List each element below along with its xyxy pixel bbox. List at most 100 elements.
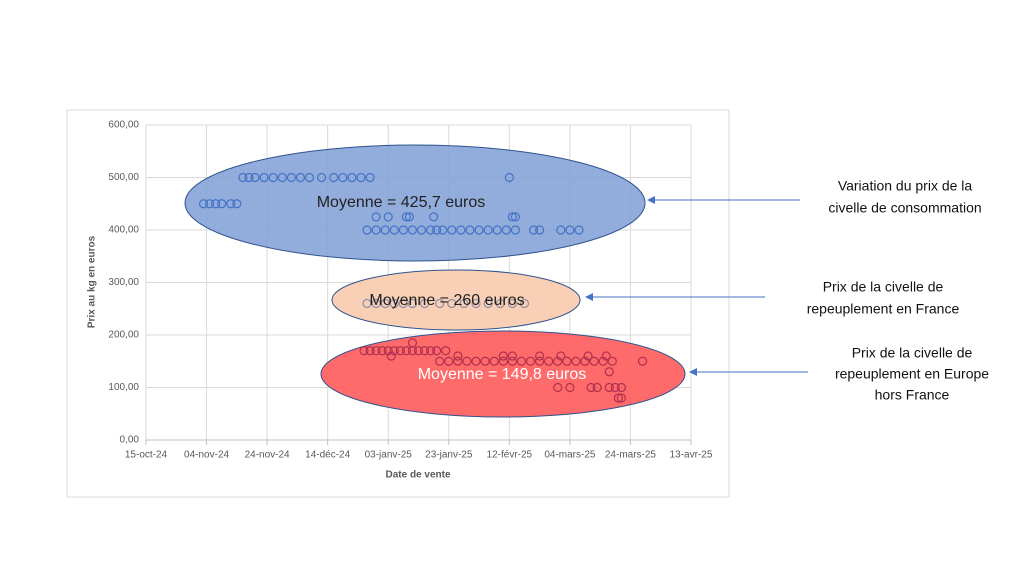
point xyxy=(471,356,481,366)
group-ellipse xyxy=(331,269,581,331)
point xyxy=(286,172,296,183)
point xyxy=(204,199,215,209)
point xyxy=(401,346,411,356)
point xyxy=(438,225,448,235)
y-tick-label: 500,00 xyxy=(108,172,139,183)
point xyxy=(268,172,278,183)
point xyxy=(510,212,520,222)
point xyxy=(426,225,436,235)
x-axis-title: Date de vente xyxy=(385,470,450,481)
point xyxy=(329,172,339,183)
point xyxy=(389,346,399,356)
point xyxy=(507,351,517,361)
point xyxy=(553,382,563,393)
point xyxy=(371,225,381,235)
point xyxy=(601,351,611,361)
point xyxy=(435,356,445,366)
point xyxy=(277,172,287,183)
point xyxy=(586,382,596,393)
point xyxy=(383,346,393,356)
x-tick-label: 23-janv-25 xyxy=(425,450,473,461)
point xyxy=(459,298,469,309)
y-tick-label: 400,00 xyxy=(108,225,139,236)
point xyxy=(507,212,517,222)
point xyxy=(498,351,508,361)
point xyxy=(574,225,584,235)
point xyxy=(462,356,472,366)
point xyxy=(359,346,369,356)
point xyxy=(426,346,436,356)
point xyxy=(383,212,393,222)
point xyxy=(507,298,517,309)
point xyxy=(501,225,511,235)
point xyxy=(238,172,248,183)
point xyxy=(217,199,227,209)
point xyxy=(362,298,372,309)
y-tick-label: 100,00 xyxy=(108,382,139,393)
point xyxy=(510,225,520,235)
point xyxy=(377,346,387,356)
side-note: Variation du prix de la xyxy=(838,178,973,194)
point xyxy=(419,346,430,356)
point xyxy=(356,172,366,183)
point xyxy=(407,338,418,348)
point xyxy=(553,356,563,366)
point xyxy=(480,356,490,366)
point xyxy=(244,172,254,183)
point xyxy=(404,212,415,222)
mean-label: Moyenne = 425,7 euros xyxy=(317,194,486,211)
point xyxy=(211,199,221,209)
point xyxy=(398,225,408,235)
point xyxy=(407,298,418,309)
mean-label: Moyenne = 260 euros xyxy=(369,292,524,309)
point xyxy=(304,172,315,183)
x-tick-label: 12-févr-25 xyxy=(487,450,533,461)
y-tick-label: 200,00 xyxy=(108,330,139,341)
side-note: civelle de consommation xyxy=(828,200,981,216)
point xyxy=(565,382,575,393)
x-tick-label: 14-déc-24 xyxy=(305,450,350,461)
point xyxy=(604,367,614,377)
point xyxy=(371,212,381,222)
point xyxy=(471,298,481,309)
point xyxy=(362,225,372,235)
mean-label: Moyenne = 149,8 euros xyxy=(418,366,587,383)
point xyxy=(616,382,626,393)
point xyxy=(456,225,466,235)
x-tick-label: 13-avr-25 xyxy=(670,450,713,461)
y-axis-title: Prix au kg en euros xyxy=(87,235,98,328)
point xyxy=(416,225,427,235)
point xyxy=(583,351,593,361)
point xyxy=(495,298,505,309)
point xyxy=(465,225,475,235)
point xyxy=(395,346,405,356)
x-tick-label: 24-nov-24 xyxy=(245,450,290,461)
point xyxy=(535,351,545,361)
point xyxy=(489,356,499,366)
point xyxy=(483,298,493,309)
y-tick-label: 300,00 xyxy=(108,277,139,288)
point xyxy=(637,356,648,366)
point xyxy=(365,346,375,356)
point xyxy=(429,212,439,222)
point xyxy=(413,346,424,356)
point xyxy=(613,393,623,403)
point xyxy=(535,225,545,235)
point xyxy=(492,225,502,235)
point xyxy=(389,225,399,235)
point xyxy=(474,225,484,235)
point xyxy=(616,393,626,403)
point xyxy=(432,346,442,356)
point xyxy=(371,346,381,356)
point xyxy=(504,172,514,183)
x-tick-label: 04-mars-25 xyxy=(544,450,596,461)
point xyxy=(371,298,381,309)
side-note: repeuplement en France xyxy=(807,301,960,317)
point xyxy=(580,356,590,366)
point xyxy=(386,351,396,361)
point xyxy=(607,356,617,366)
point xyxy=(544,356,554,366)
point xyxy=(483,225,493,235)
